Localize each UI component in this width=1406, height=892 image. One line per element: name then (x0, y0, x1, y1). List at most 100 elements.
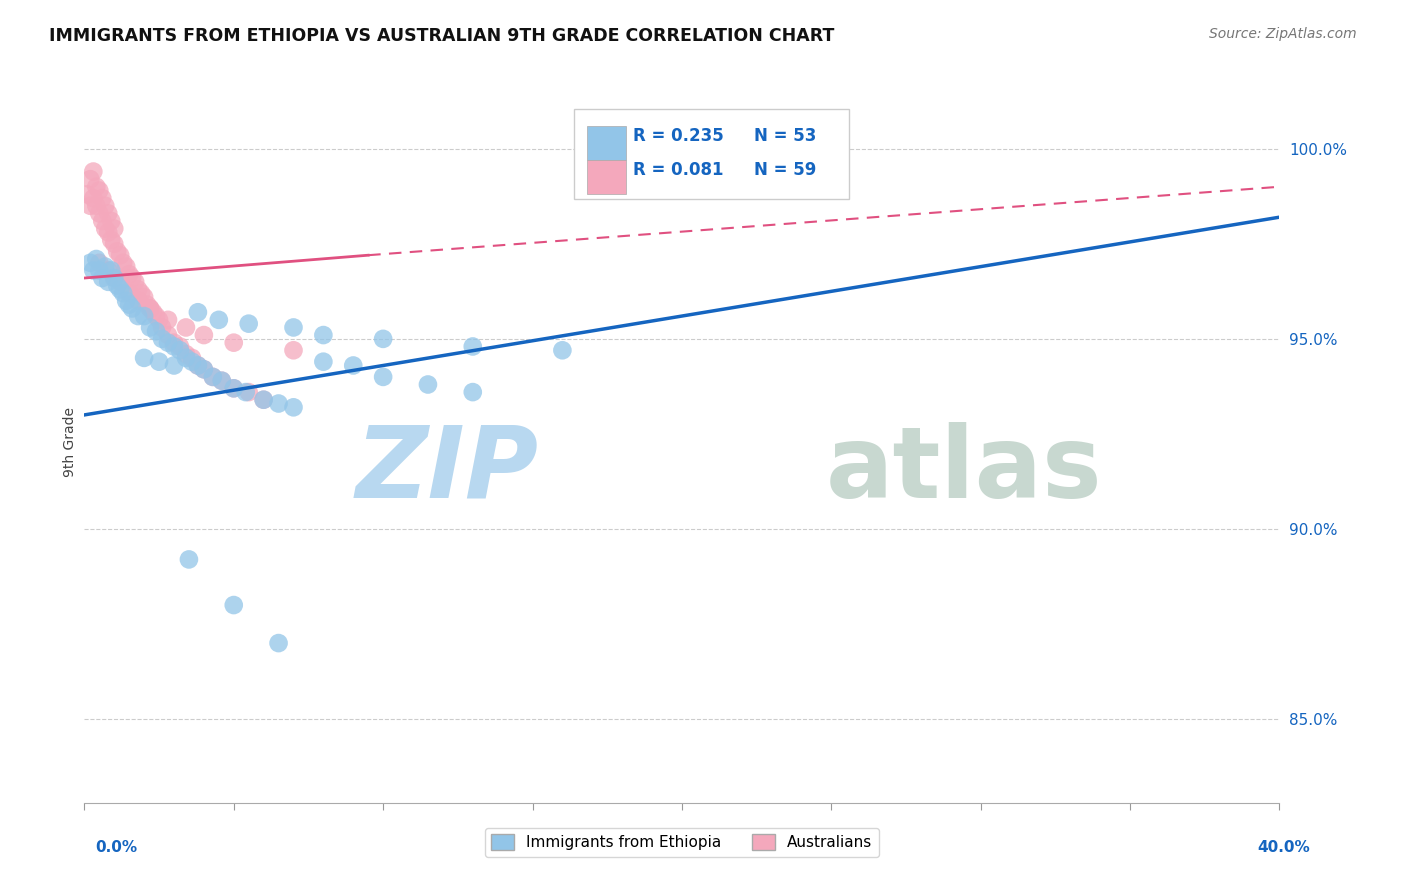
Point (163, 359, 186, 373)
Point (82, 263, 104, 277)
Point (127, 293, 149, 308)
FancyBboxPatch shape (575, 109, 849, 200)
Point (79, 199, 101, 213)
Point (267, 636, 290, 650)
Point (177, 552, 200, 566)
Point (103, 271, 125, 285)
Point (100, 214, 122, 228)
Point (222, 335, 245, 350)
Point (373, 332, 395, 346)
Point (103, 271, 125, 285)
Point (222, 381, 245, 395)
Point (89, 184, 111, 198)
Text: 0.0%: 0.0% (96, 840, 138, 855)
Point (373, 370, 395, 384)
Point (157, 328, 180, 343)
Text: Source: ZipAtlas.com: Source: ZipAtlas.com (1209, 27, 1357, 41)
Point (193, 328, 215, 343)
Point (132, 290, 156, 304)
Point (163, 335, 186, 350)
FancyBboxPatch shape (588, 126, 626, 161)
Point (238, 317, 260, 331)
Point (222, 381, 245, 395)
Point (193, 362, 215, 376)
Point (238, 385, 260, 400)
Point (89, 256, 111, 270)
Point (342, 359, 364, 373)
Point (118, 267, 141, 281)
Point (129, 286, 152, 301)
Point (211, 374, 233, 388)
Point (82, 164, 104, 178)
Point (222, 598, 245, 612)
Point (312, 354, 335, 368)
Point (76, 187, 98, 202)
Point (91, 271, 114, 285)
Point (86, 179, 108, 194)
Point (132, 351, 156, 365)
Point (110, 275, 132, 289)
Point (127, 309, 149, 323)
Point (187, 305, 209, 319)
Point (150, 332, 173, 346)
Point (174, 351, 197, 365)
Text: R = 0.235: R = 0.235 (633, 127, 724, 145)
Point (97, 275, 120, 289)
Point (169, 343, 191, 358)
Point (551, 343, 574, 358)
Point (208, 313, 231, 327)
Point (150, 320, 173, 334)
Point (86, 252, 108, 266)
Point (193, 362, 215, 376)
Point (142, 305, 165, 319)
Point (89, 206, 111, 220)
Point (103, 221, 125, 235)
Point (283, 320, 305, 334)
Point (187, 359, 209, 373)
Point (82, 191, 104, 205)
Point (461, 385, 484, 400)
Text: N = 59: N = 59 (754, 161, 815, 179)
Point (136, 298, 159, 312)
Point (100, 263, 122, 277)
Text: atlas: atlas (825, 422, 1102, 519)
Point (91, 214, 114, 228)
Legend: Immigrants from Ethiopia, Australians: Immigrants from Ethiopia, Australians (485, 829, 879, 856)
Point (283, 401, 305, 415)
Point (91, 191, 114, 205)
Point (118, 298, 141, 312)
Point (110, 248, 132, 262)
Point (100, 233, 122, 247)
Point (89, 263, 111, 277)
Point (157, 335, 180, 350)
Point (283, 343, 305, 358)
Y-axis label: 9th Grade: 9th Grade (63, 407, 77, 476)
Point (312, 328, 335, 343)
Point (79, 172, 101, 186)
Point (174, 320, 197, 334)
Point (139, 320, 162, 334)
Point (145, 309, 167, 323)
Point (118, 286, 141, 301)
Point (124, 275, 146, 289)
Text: ZIP: ZIP (356, 422, 538, 519)
Point (94, 260, 117, 274)
Point (112, 286, 135, 301)
Point (148, 313, 170, 327)
Point (97, 206, 120, 220)
Point (105, 278, 128, 293)
Point (115, 260, 138, 274)
Point (174, 347, 197, 361)
Point (115, 293, 138, 308)
Point (112, 256, 135, 270)
Text: 40.0%: 40.0% (1257, 840, 1310, 855)
FancyBboxPatch shape (588, 160, 626, 194)
Point (181, 354, 204, 368)
Point (187, 359, 209, 373)
Point (121, 301, 143, 316)
Point (127, 282, 149, 296)
Point (201, 370, 224, 384)
Point (86, 199, 108, 213)
Point (132, 309, 156, 323)
Point (461, 339, 484, 353)
